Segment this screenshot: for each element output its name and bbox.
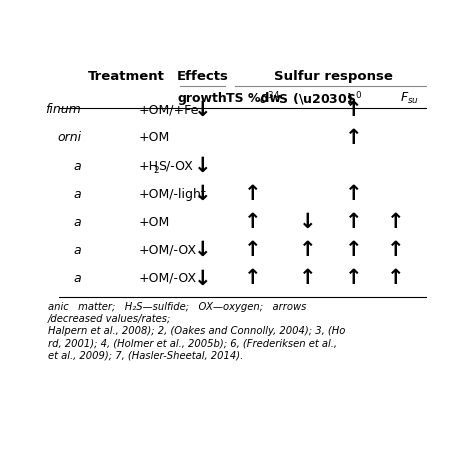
Text: ↑: ↑ [345,100,363,120]
Text: ↓: ↓ [194,184,211,204]
Text: $\it{F}_{su}$: $\it{F}_{su}$ [400,91,419,106]
Text: +OM/+Fe: +OM/+Fe [138,103,199,116]
Text: +OM: +OM [138,131,170,145]
Text: a: a [73,216,82,229]
Text: Halpern et al., 2008); 2, (Oakes and Connolly, 2004); 3, (Ho: Halpern et al., 2008); 2, (Oakes and Con… [48,326,345,336]
Text: ↑: ↑ [345,128,363,148]
Text: +H: +H [138,160,158,173]
Text: ↑: ↑ [345,212,363,232]
Text: 2: 2 [153,166,158,175]
Text: ↑: ↑ [244,240,262,260]
Text: Effects: Effects [177,71,228,83]
Text: S$^{0}$: S$^{0}$ [346,91,362,107]
Text: finum: finum [46,103,82,116]
Text: anic   matter;   H₂S—sulfide;   OX—oxygen;   arrows: anic matter; H₂S—sulfide; OX—oxygen; arr… [48,302,306,312]
Text: a: a [73,244,82,257]
Text: ↑: ↑ [300,240,317,260]
Text: ↑: ↑ [244,268,262,288]
Text: +OM/-light: +OM/-light [138,188,206,201]
Text: ↑: ↑ [387,268,404,288]
Text: $\delta^{34}$S (\u2030): $\delta^{34}$S (\u2030) [259,90,353,108]
Text: ↓: ↓ [194,100,211,120]
Text: ↑: ↑ [387,240,404,260]
Text: +OM/-OX: +OM/-OX [138,244,196,257]
Text: ↓: ↓ [194,268,211,288]
Text: ↑: ↑ [387,212,404,232]
Text: TS %dw: TS %dw [226,92,281,105]
Text: +OM: +OM [138,216,170,229]
Text: ↑: ↑ [244,184,262,204]
Text: growth: growth [178,92,228,105]
Text: /decreased values/rates;: /decreased values/rates; [48,314,171,324]
Text: ↓: ↓ [194,240,211,260]
Text: ↑: ↑ [345,184,363,204]
Text: S/-OX: S/-OX [158,160,193,173]
Text: a: a [73,188,82,201]
Text: a: a [73,160,82,173]
Text: rd, 2001); 4, (Holmer et al., 2005b); 6, (Frederiksen et al.,: rd, 2001); 4, (Holmer et al., 2005b); 6,… [48,338,337,348]
Text: ↑: ↑ [300,268,317,288]
Text: et al., 2009); 7, (Hasler-Sheetal, 2014).: et al., 2009); 7, (Hasler-Sheetal, 2014)… [48,350,243,360]
Text: +OM/-OX: +OM/-OX [138,272,196,285]
Text: ↑: ↑ [345,240,363,260]
Text: ↓: ↓ [194,156,211,176]
Text: ↑: ↑ [345,268,363,288]
Text: a: a [73,272,82,285]
Text: Treatment: Treatment [87,71,164,83]
Text: ↓: ↓ [300,212,317,232]
Text: ↑: ↑ [244,212,262,232]
Text: orni: orni [57,131,82,145]
Text: Sulfur response: Sulfur response [274,71,393,83]
